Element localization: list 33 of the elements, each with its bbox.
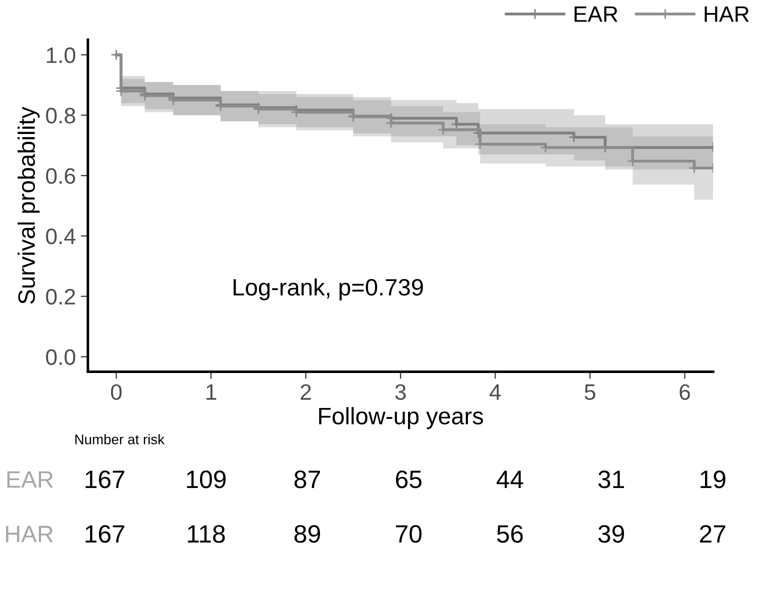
legend-label: HAR [704,6,749,22]
data-label: 44 [496,470,524,488]
data-label: 118 [188,525,225,543]
data-label: 109 [187,470,226,488]
data-label: 89 [294,525,320,543]
y-tick-label: 0.2 [46,288,75,305]
x-tick-label: 2 [300,384,311,400]
x-tick-label: 5 [584,384,596,400]
y-tick-label: 0.0 [46,349,76,365]
data-label: 19 [700,470,726,488]
data-label: 167 [86,525,124,543]
y-tick-label: 0.8 [46,108,76,124]
y-tick-label: 1.0 [46,47,76,64]
data-label: 27 [700,525,726,543]
x-tick-label: 6 [680,384,690,400]
data-label: 31 [598,470,624,488]
data-label: 39 [598,525,624,543]
x-axis-title: Follow-up years [319,407,484,430]
y-axis-title: Survival probability [18,106,40,304]
y-tick-label: 0.6 [46,168,76,184]
x-tick-label: 4 [490,384,501,400]
x-tick-label: 3 [395,384,406,400]
chart-title: Number at risk [75,434,165,444]
data-label: 56 [497,525,523,543]
annotation: Log-rank, p=0.739 [234,278,423,300]
data-label: 87 [294,470,320,488]
data-label: 70 [396,525,422,543]
x-tick-label: 0 [111,384,122,400]
data-label: 167 [86,470,124,488]
data-label: 65 [396,470,422,488]
legend-label: EAR [574,6,618,22]
y-tick-label: 0.4 [46,228,76,244]
x-tick-label: 1 [206,384,216,400]
